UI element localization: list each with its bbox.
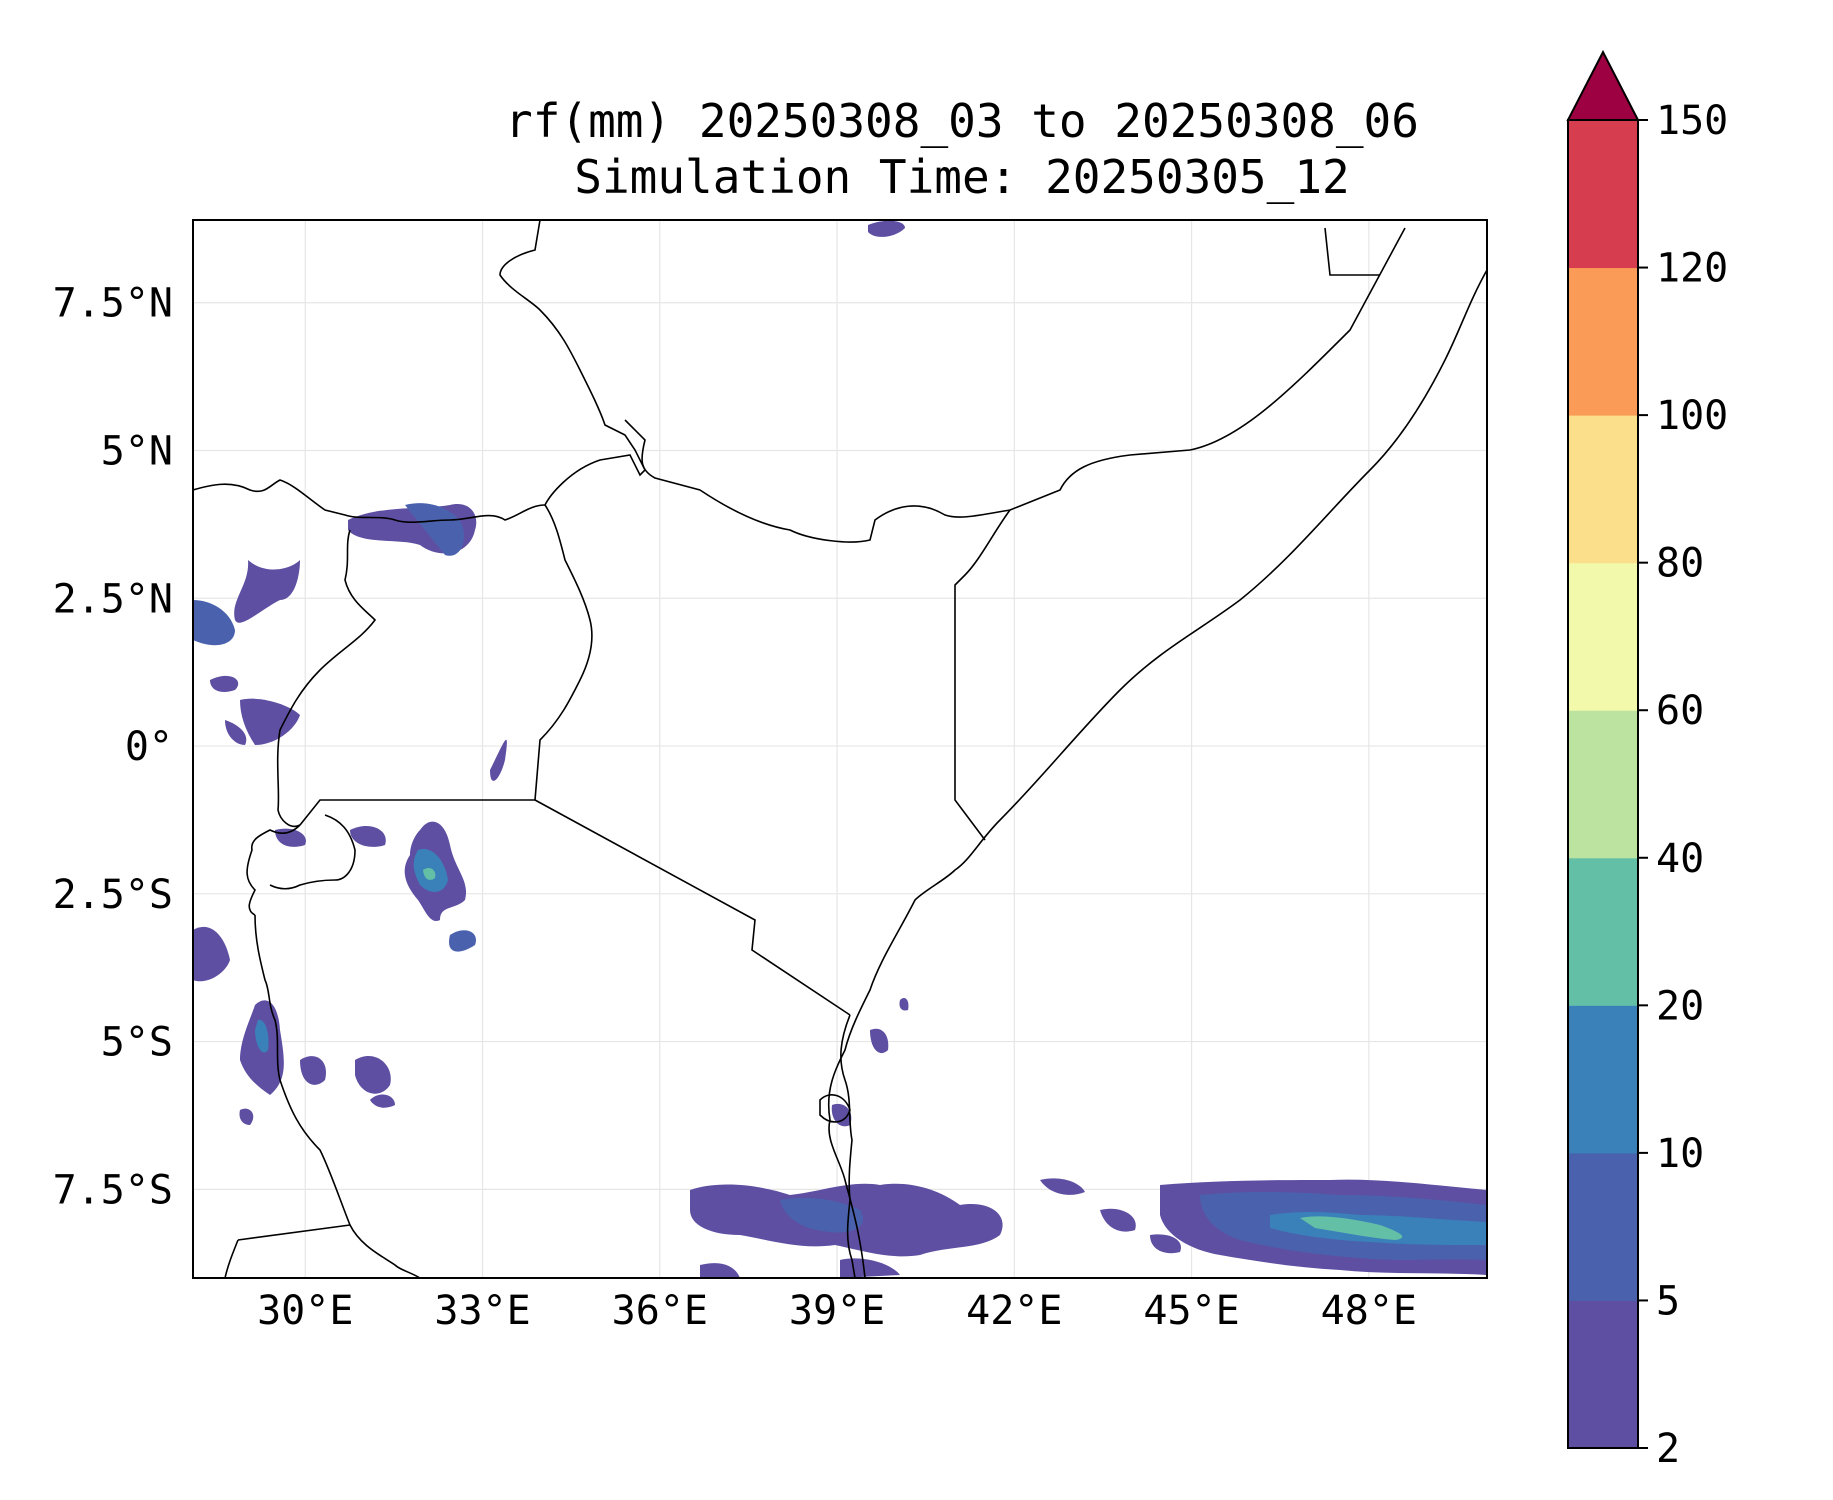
country-borders — [193, 220, 1487, 1278]
x-tick-label: 39°E — [789, 1288, 885, 1334]
rain-patch — [355, 1056, 391, 1094]
border — [237, 1224, 351, 1241]
y-tick-label: 2.5°S — [53, 872, 173, 918]
rain-patch — [1150, 1234, 1181, 1254]
rain-patch — [1040, 1178, 1085, 1195]
rain-patch — [899, 998, 909, 1011]
x-tick-label: 48°E — [1321, 1288, 1417, 1334]
colorbar-tick-label: 60 — [1656, 688, 1704, 734]
map-frame — [192, 219, 1488, 1279]
rain-patch — [300, 1056, 326, 1085]
border — [534, 799, 851, 1016]
colorbar-tick-label: 20 — [1656, 983, 1704, 1029]
y-tick-label: 0° — [125, 724, 173, 770]
border — [254, 914, 421, 1278]
rain-patch — [868, 220, 905, 237]
rainfall-field — [193, 220, 1487, 1278]
border — [269, 814, 356, 890]
colorbar-segment — [1568, 857, 1638, 1006]
x-tick-label: 33°E — [434, 1288, 530, 1334]
rain-patch — [350, 825, 386, 847]
title-line-1: rf(mm) 20250308_03 to 20250308_06 — [505, 94, 1419, 148]
rain-patch — [210, 675, 239, 692]
rain-patch — [240, 698, 300, 745]
colorbar-segment — [1568, 1300, 1638, 1449]
colorbar-tick-label: 5 — [1656, 1278, 1680, 1324]
map-background — [193, 220, 1487, 1278]
colorbar-tick-label: 120 — [1656, 246, 1728, 292]
y-tick-label: 5°S — [101, 1020, 173, 1066]
border — [954, 509, 1011, 841]
y-tick-label: 5°N — [101, 429, 173, 475]
colorbar-tick-label: 40 — [1656, 836, 1704, 882]
rain-patch — [370, 1094, 395, 1108]
rain-patch — [831, 1103, 852, 1127]
rain-patch — [193, 600, 235, 646]
title-line-2: Simulation Time: 20250305_12 — [574, 150, 1349, 204]
y-tick-label: 7.5°S — [53, 1167, 173, 1213]
y-axis-ticks: 7.5°N 5°N 2.5°N 0° 2.5°S 5°S 7.5°S — [53, 281, 173, 1214]
rain-patch — [780, 1198, 864, 1233]
colorbar-segment — [1568, 1152, 1638, 1301]
y-tick-label: 7.5°N — [53, 281, 173, 327]
x-tick-label: 45°E — [1143, 1288, 1239, 1334]
colorbar-segment — [1568, 562, 1638, 711]
border — [246, 824, 301, 916]
rain-patch — [870, 1028, 889, 1054]
rain-patch — [1100, 1208, 1136, 1232]
border — [840, 1014, 856, 1278]
rain-patch — [449, 930, 476, 952]
lake-outline — [819, 1094, 851, 1123]
colorbar-segment — [1568, 120, 1638, 269]
x-tick-label: 42°E — [966, 1288, 1062, 1334]
map-area — [192, 219, 1488, 1279]
colorbar: 2 5 10 20 40 60 80 100 120 150 — [1566, 49, 1728, 1472]
rain-patch — [423, 867, 436, 880]
border — [224, 1239, 239, 1278]
rain-patch — [700, 1263, 740, 1278]
border — [299, 799, 535, 826]
rain-patch — [193, 926, 230, 982]
rain-patch — [1300, 1216, 1403, 1240]
border — [499, 220, 646, 506]
x-tick-label: 30°E — [257, 1288, 353, 1334]
coastline — [827, 269, 1487, 1278]
colorbar-segment — [1568, 1005, 1638, 1154]
border — [1324, 227, 1380, 276]
rain-patch — [255, 1019, 269, 1053]
x-axis-ticks: 30°E 33°E 36°E 39°E 42°E 45°E 48°E — [257, 1288, 1417, 1334]
border — [193, 479, 546, 523]
colorbar-tick-label: 80 — [1656, 541, 1704, 587]
colorbar-extend-arrow — [1566, 49, 1640, 121]
x-tick-label: 36°E — [612, 1288, 708, 1334]
rain-patch — [490, 739, 507, 781]
colorbar-tick-label: 2 — [1656, 1426, 1680, 1472]
rain-patch — [225, 720, 247, 745]
rain-patch — [840, 1258, 900, 1278]
colorbar-tick-label: 150 — [1656, 98, 1728, 144]
colorbar-tick-label: 100 — [1656, 393, 1728, 439]
colorbar-tick-label: 10 — [1656, 1131, 1704, 1177]
colorbar-segment — [1568, 267, 1638, 416]
rain-patch — [234, 560, 300, 623]
y-tick-label: 2.5°N — [53, 576, 173, 622]
border — [534, 504, 593, 801]
colorbar-segment — [1568, 415, 1638, 564]
rain-patch — [405, 503, 465, 556]
colorbar-frame — [1567, 119, 1639, 1449]
colorbar-segment — [1568, 710, 1638, 859]
border — [276, 529, 377, 828]
border — [624, 227, 1406, 543]
rain-patch — [239, 1108, 254, 1125]
